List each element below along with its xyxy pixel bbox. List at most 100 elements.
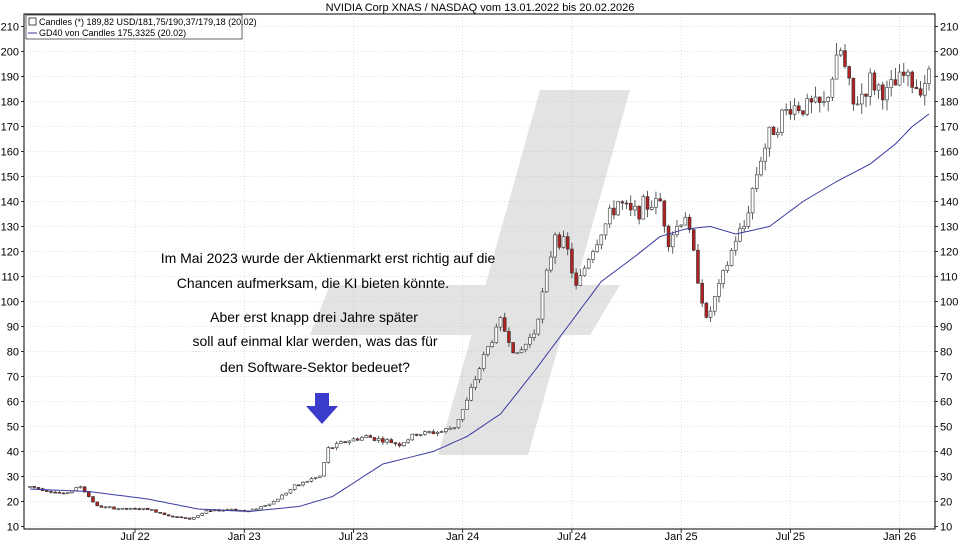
y-tick-label: 30 xyxy=(940,472,952,484)
candle xyxy=(351,438,356,442)
x-tick-label: Jul 24 xyxy=(557,531,586,540)
x-tick-label: Jul 25 xyxy=(776,531,805,540)
candle xyxy=(99,505,104,508)
candle xyxy=(721,270,725,284)
legend-entry-candles: Candles (*) 189,82 USD/181,75/190,37/179… xyxy=(39,17,257,27)
candle xyxy=(780,109,784,133)
candle xyxy=(712,296,717,312)
candle xyxy=(612,207,616,216)
y-tick-label: 200 xyxy=(1,47,19,59)
candle xyxy=(397,443,402,447)
y-tick-label: 10 xyxy=(940,522,952,534)
candle xyxy=(82,486,87,493)
candle xyxy=(902,71,906,76)
candle xyxy=(280,494,284,500)
candle xyxy=(154,509,158,513)
candle xyxy=(801,110,805,115)
candle xyxy=(914,87,919,90)
y-tick-label: 90 xyxy=(7,322,19,334)
candle xyxy=(582,267,587,277)
candle xyxy=(364,435,368,438)
candle xyxy=(607,207,612,225)
candle xyxy=(259,506,263,510)
candle xyxy=(175,516,179,518)
candle xyxy=(742,226,746,230)
y-tick-label: 190 xyxy=(940,72,958,84)
candle xyxy=(469,387,473,401)
candle xyxy=(523,343,528,351)
y-tick-label: 110 xyxy=(940,272,958,284)
y-tick-label: 150 xyxy=(940,172,958,184)
candle xyxy=(87,491,91,497)
candle xyxy=(923,83,927,96)
candle xyxy=(843,50,847,67)
candle xyxy=(448,428,452,430)
candle xyxy=(767,126,772,149)
candle xyxy=(112,506,116,510)
y-tick-label: 100 xyxy=(1,297,19,309)
candle xyxy=(145,507,150,510)
candle xyxy=(381,438,385,443)
candle xyxy=(855,103,860,106)
candle xyxy=(305,480,310,483)
candle xyxy=(561,236,566,248)
candle xyxy=(192,517,196,520)
candle xyxy=(818,96,822,103)
candle xyxy=(435,432,440,434)
candle xyxy=(570,248,574,274)
candle xyxy=(49,491,53,493)
candle xyxy=(414,433,419,436)
candle xyxy=(196,515,200,518)
candle xyxy=(876,84,881,91)
candle xyxy=(759,160,763,176)
candle xyxy=(641,196,646,220)
candle xyxy=(658,198,662,202)
candle xyxy=(53,491,57,494)
x-tick-label: Jan 24 xyxy=(446,531,479,540)
y-tick-label: 190 xyxy=(1,72,19,84)
candle xyxy=(847,66,851,79)
candle xyxy=(809,98,814,103)
candle xyxy=(687,216,692,230)
candle xyxy=(465,399,469,410)
candle xyxy=(103,506,108,509)
candle xyxy=(355,438,360,441)
y-tick-label: 80 xyxy=(7,347,19,359)
candle xyxy=(822,101,826,103)
candle xyxy=(313,477,318,479)
candle xyxy=(267,503,272,506)
candle xyxy=(788,109,793,115)
candle xyxy=(771,126,776,135)
candle xyxy=(536,318,541,335)
candle xyxy=(406,439,410,443)
candle xyxy=(628,202,633,211)
candle xyxy=(389,439,394,444)
candle xyxy=(166,514,171,517)
candle xyxy=(637,205,641,220)
candle xyxy=(372,437,377,441)
annotation-line-2: Chancen aufmerksam, die KI bieten könnte… xyxy=(177,275,449,291)
candle xyxy=(124,507,129,510)
legend: Candles (*) 189,82 USD/181,75/190,37/179… xyxy=(25,14,257,40)
candle xyxy=(402,442,406,447)
candle xyxy=(481,354,486,369)
candle xyxy=(649,206,654,210)
y-tick-label: 180 xyxy=(940,97,958,109)
candle xyxy=(129,508,133,510)
candle xyxy=(297,484,301,487)
candle xyxy=(322,462,326,477)
y-axis-left: 10 20 30 40 50 60 70 80 90 100 110 120 130 140 150 160 1… xyxy=(1,22,24,534)
candle xyxy=(179,516,184,519)
candle xyxy=(670,234,675,248)
candle xyxy=(234,508,238,511)
candle xyxy=(540,291,545,320)
candle xyxy=(292,484,297,490)
candle xyxy=(553,234,557,258)
candle xyxy=(565,236,570,250)
candle xyxy=(775,132,780,135)
candle xyxy=(654,198,658,208)
candle xyxy=(456,419,461,428)
candle xyxy=(418,433,423,436)
y-tick-label: 140 xyxy=(940,197,958,209)
candle xyxy=(519,349,524,354)
